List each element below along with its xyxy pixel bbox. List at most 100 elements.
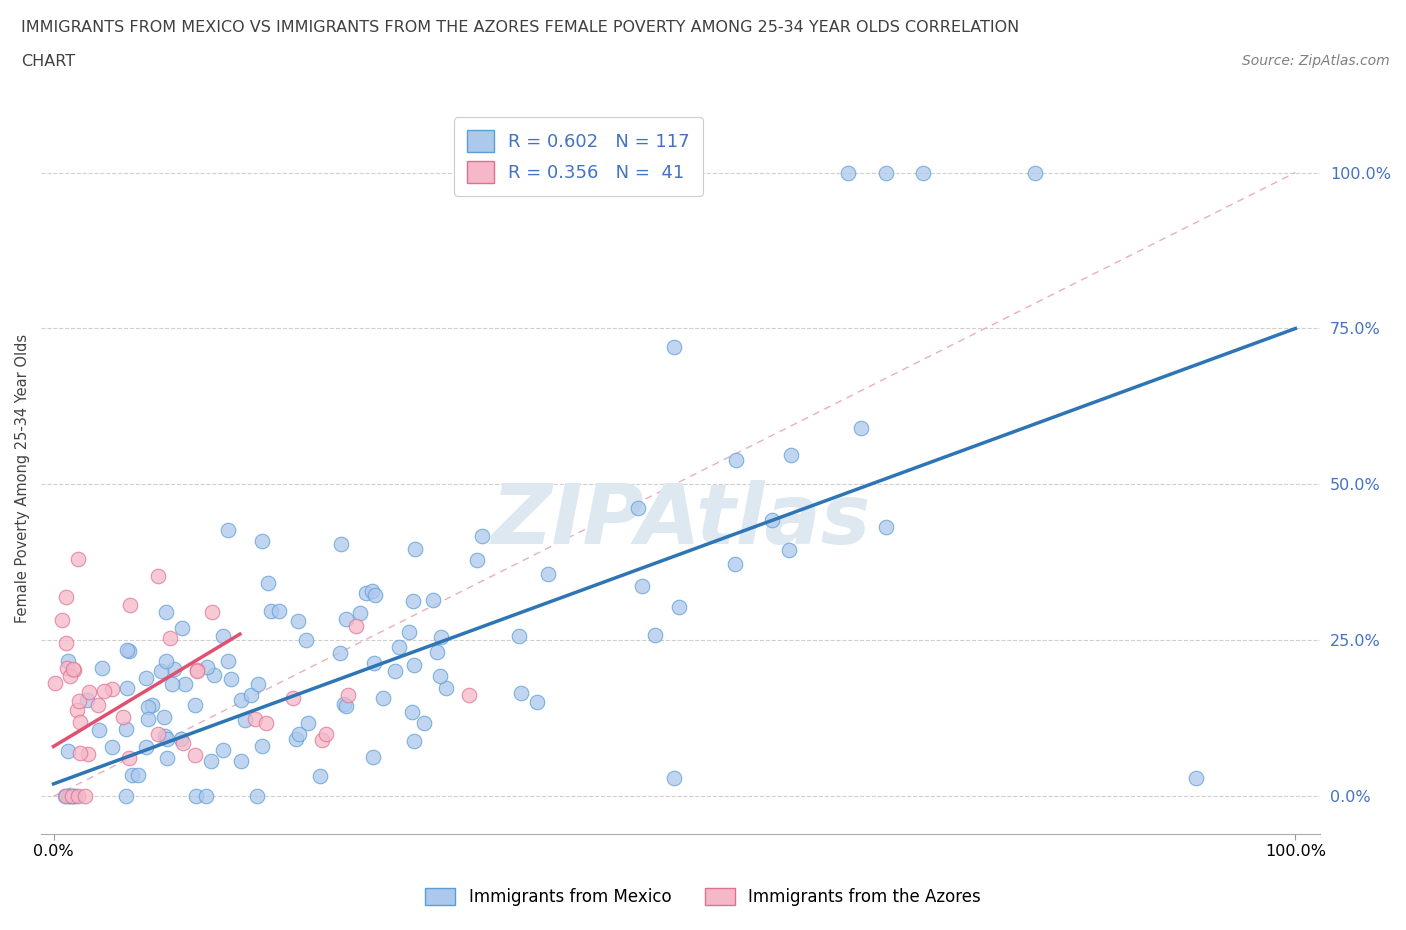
Point: [69, 715, 91, 730]
Point: [329, 645, 352, 660]
Point: [170, 732, 193, 747]
Point: [55, 789, 77, 804]
Point: [1024, 165, 1046, 179]
Point: [257, 576, 280, 591]
Point: [44, 676, 66, 691]
Point: [778, 542, 800, 557]
Point: [297, 716, 319, 731]
Point: [349, 605, 371, 620]
Point: [356, 585, 378, 600]
Text: CHART: CHART: [21, 54, 75, 69]
Point: [67, 693, 90, 708]
Point: [725, 452, 748, 467]
Point: [186, 663, 208, 678]
Point: [77, 684, 100, 699]
Point: [434, 681, 457, 696]
Point: [195, 659, 218, 674]
Point: [58, 744, 80, 759]
Point: [526, 694, 548, 709]
Point: [90, 661, 112, 676]
Point: [76, 747, 98, 762]
Point: [315, 727, 337, 742]
Point: [371, 690, 394, 705]
Point: [361, 584, 384, 599]
Point: [344, 618, 367, 633]
Point: [76, 693, 98, 708]
Point: [115, 722, 138, 737]
Point: [404, 541, 426, 556]
Point: [337, 688, 360, 703]
Point: [155, 604, 177, 619]
Point: [849, 420, 872, 435]
Text: Source: ZipAtlas.com: Source: ZipAtlas.com: [1241, 54, 1389, 68]
Point: [202, 667, 225, 682]
Point: [219, 671, 242, 686]
Point: [93, 684, 115, 699]
Point: [239, 687, 262, 702]
Point: [412, 715, 434, 730]
Point: [246, 789, 269, 804]
Point: [186, 663, 208, 678]
Text: IMMIGRANTS FROM MEXICO VS IMMIGRANTS FROM THE AZORES FEMALE POVERTY AMONG 25-34 : IMMIGRANTS FROM MEXICO VS IMMIGRANTS FRO…: [21, 20, 1019, 35]
Point: [384, 663, 406, 678]
Point: [155, 728, 177, 743]
Point: [761, 512, 783, 527]
Point: [162, 677, 184, 692]
Point: [184, 789, 207, 804]
Point: [284, 732, 307, 747]
Point: [156, 731, 179, 746]
Point: [364, 588, 387, 603]
Point: [311, 733, 333, 748]
Point: [335, 698, 357, 713]
Point: [87, 698, 110, 712]
Point: [401, 705, 423, 720]
Point: [422, 592, 444, 607]
Point: [58, 654, 80, 669]
Point: [664, 770, 686, 785]
Point: [402, 734, 425, 749]
Point: [118, 751, 141, 765]
Point: [135, 671, 157, 685]
Legend: R = 0.602   N = 117, R = 0.356   N =  41: R = 0.602 N = 117, R = 0.356 N = 41: [454, 117, 703, 195]
Point: [509, 686, 531, 701]
Point: [87, 723, 110, 737]
Legend: Immigrants from Mexico, Immigrants from the Azores: Immigrants from Mexico, Immigrants from …: [419, 881, 987, 912]
Point: [56, 660, 79, 675]
Point: [149, 664, 172, 679]
Point: [152, 710, 174, 724]
Point: [664, 339, 686, 354]
Point: [146, 568, 169, 583]
Point: [212, 629, 235, 644]
Point: [361, 750, 384, 764]
Point: [668, 600, 690, 615]
Point: [217, 654, 239, 669]
Point: [626, 501, 648, 516]
Point: [288, 727, 311, 742]
Point: [875, 520, 897, 535]
Point: [53, 789, 76, 804]
Point: [155, 751, 177, 765]
Point: [58, 789, 80, 804]
Point: [67, 789, 90, 804]
Point: [235, 713, 257, 728]
Point: [398, 624, 420, 639]
Point: [65, 789, 87, 804]
Point: [537, 566, 560, 581]
Point: [62, 789, 84, 804]
Point: [100, 682, 122, 697]
Point: [115, 680, 138, 695]
Point: [118, 644, 141, 658]
Point: [55, 590, 77, 604]
Point: [471, 529, 494, 544]
Point: [194, 789, 217, 804]
Point: [136, 711, 159, 726]
Point: [780, 447, 803, 462]
Point: [112, 710, 135, 724]
Point: [243, 712, 266, 727]
Point: [117, 643, 139, 658]
Point: [465, 552, 488, 567]
Point: [252, 534, 274, 549]
Y-axis label: Female Poverty Among 25-34 Year Olds: Female Poverty Among 25-34 Year Olds: [15, 334, 30, 623]
Point: [1185, 770, 1208, 785]
Point: [73, 789, 96, 804]
